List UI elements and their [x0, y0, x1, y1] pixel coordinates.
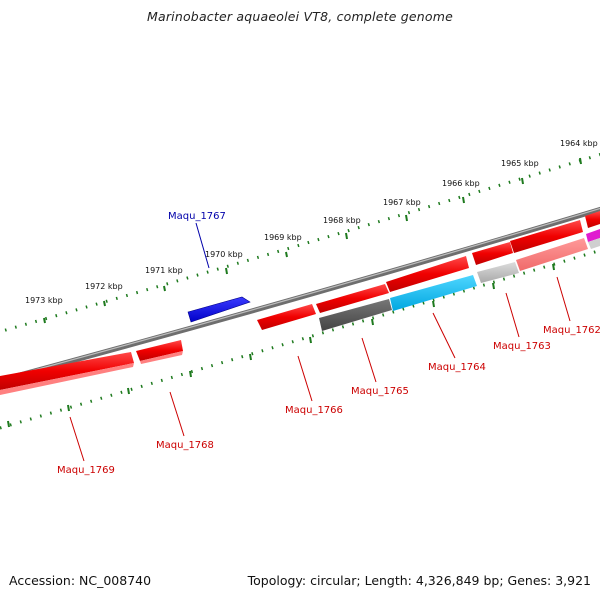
- genome-summary-text: Topology: circular; Length: 4,326,849 bp…: [247, 573, 591, 588]
- gene-label-maqu-1768: Maqu_1768: [156, 440, 214, 451]
- gene-red-edge[interactable]: [585, 211, 600, 228]
- gene-maqu-1767[interactable]: [187, 296, 251, 323]
- ruler-label-1968: 1968 kbp: [323, 216, 361, 225]
- gene-maqu-1766[interactable]: [257, 304, 316, 330]
- ruler-label-1966: 1966 kbp: [442, 179, 480, 188]
- gene-label-maqu-1765: Maqu_1765: [351, 386, 409, 397]
- genome-backbone: [0, 206, 600, 383]
- label-leader-1767: [195, 222, 210, 269]
- gene-red-upper-a[interactable]: [386, 256, 469, 292]
- gene-red-1766b[interactable]: [316, 284, 389, 313]
- gene-red-upper-c[interactable]: [510, 220, 583, 253]
- ruler-label-1972: 1972 kbp: [85, 282, 123, 291]
- gene-label-maqu-1769: Maqu_1769: [57, 465, 115, 476]
- ruler-label-1969: 1969 kbp: [264, 233, 302, 242]
- outer-ruler-major-ticks: [43, 157, 582, 324]
- gene-red-upper-b[interactable]: [472, 242, 513, 265]
- accession-text: Accession: NC_008740: [9, 573, 152, 588]
- gene-label-maqu-1762: Maqu_1762: [543, 325, 600, 336]
- genome-backbone-highlight: [0, 207, 600, 380]
- gene-label-maqu-1767: Maqu_1767: [168, 211, 226, 222]
- gene-maqu-1762[interactable]: [516, 238, 588, 271]
- gene-maqu-1763[interactable]: [477, 262, 519, 283]
- ruler-label-1965: 1965 kbp: [501, 159, 539, 168]
- gene-label-maqu-1766: Maqu_1766: [285, 405, 343, 416]
- ruler-label-1971: 1971 kbp: [145, 266, 183, 275]
- gene-maqu-1769[interactable]: [0, 352, 134, 395]
- gene-magenta-edge[interactable]: [586, 229, 600, 242]
- map-title: Marinobacter aquaeolei VT8, complete gen…: [146, 9, 454, 24]
- gene-label-maqu-1763: Maqu_1763: [493, 341, 551, 352]
- gene-maqu-1765[interactable]: [319, 299, 392, 331]
- label-leaders: [69, 276, 571, 462]
- ruler-label-1964: 1964 kbp: [560, 139, 598, 148]
- ruler-label-1970: 1970 kbp: [205, 250, 243, 259]
- gene-maqu-1768[interactable]: [136, 340, 183, 364]
- inner-ruler-major-ticks: [7, 263, 555, 428]
- gene-label-maqu-1764: Maqu_1764: [428, 362, 486, 373]
- ruler-label-1973: 1973 kbp: [25, 296, 63, 305]
- gene-grey-edge[interactable]: [588, 238, 600, 249]
- gene-maqu-1764[interactable]: [390, 275, 477, 311]
- ruler-label-1967: 1967 kbp: [383, 198, 421, 207]
